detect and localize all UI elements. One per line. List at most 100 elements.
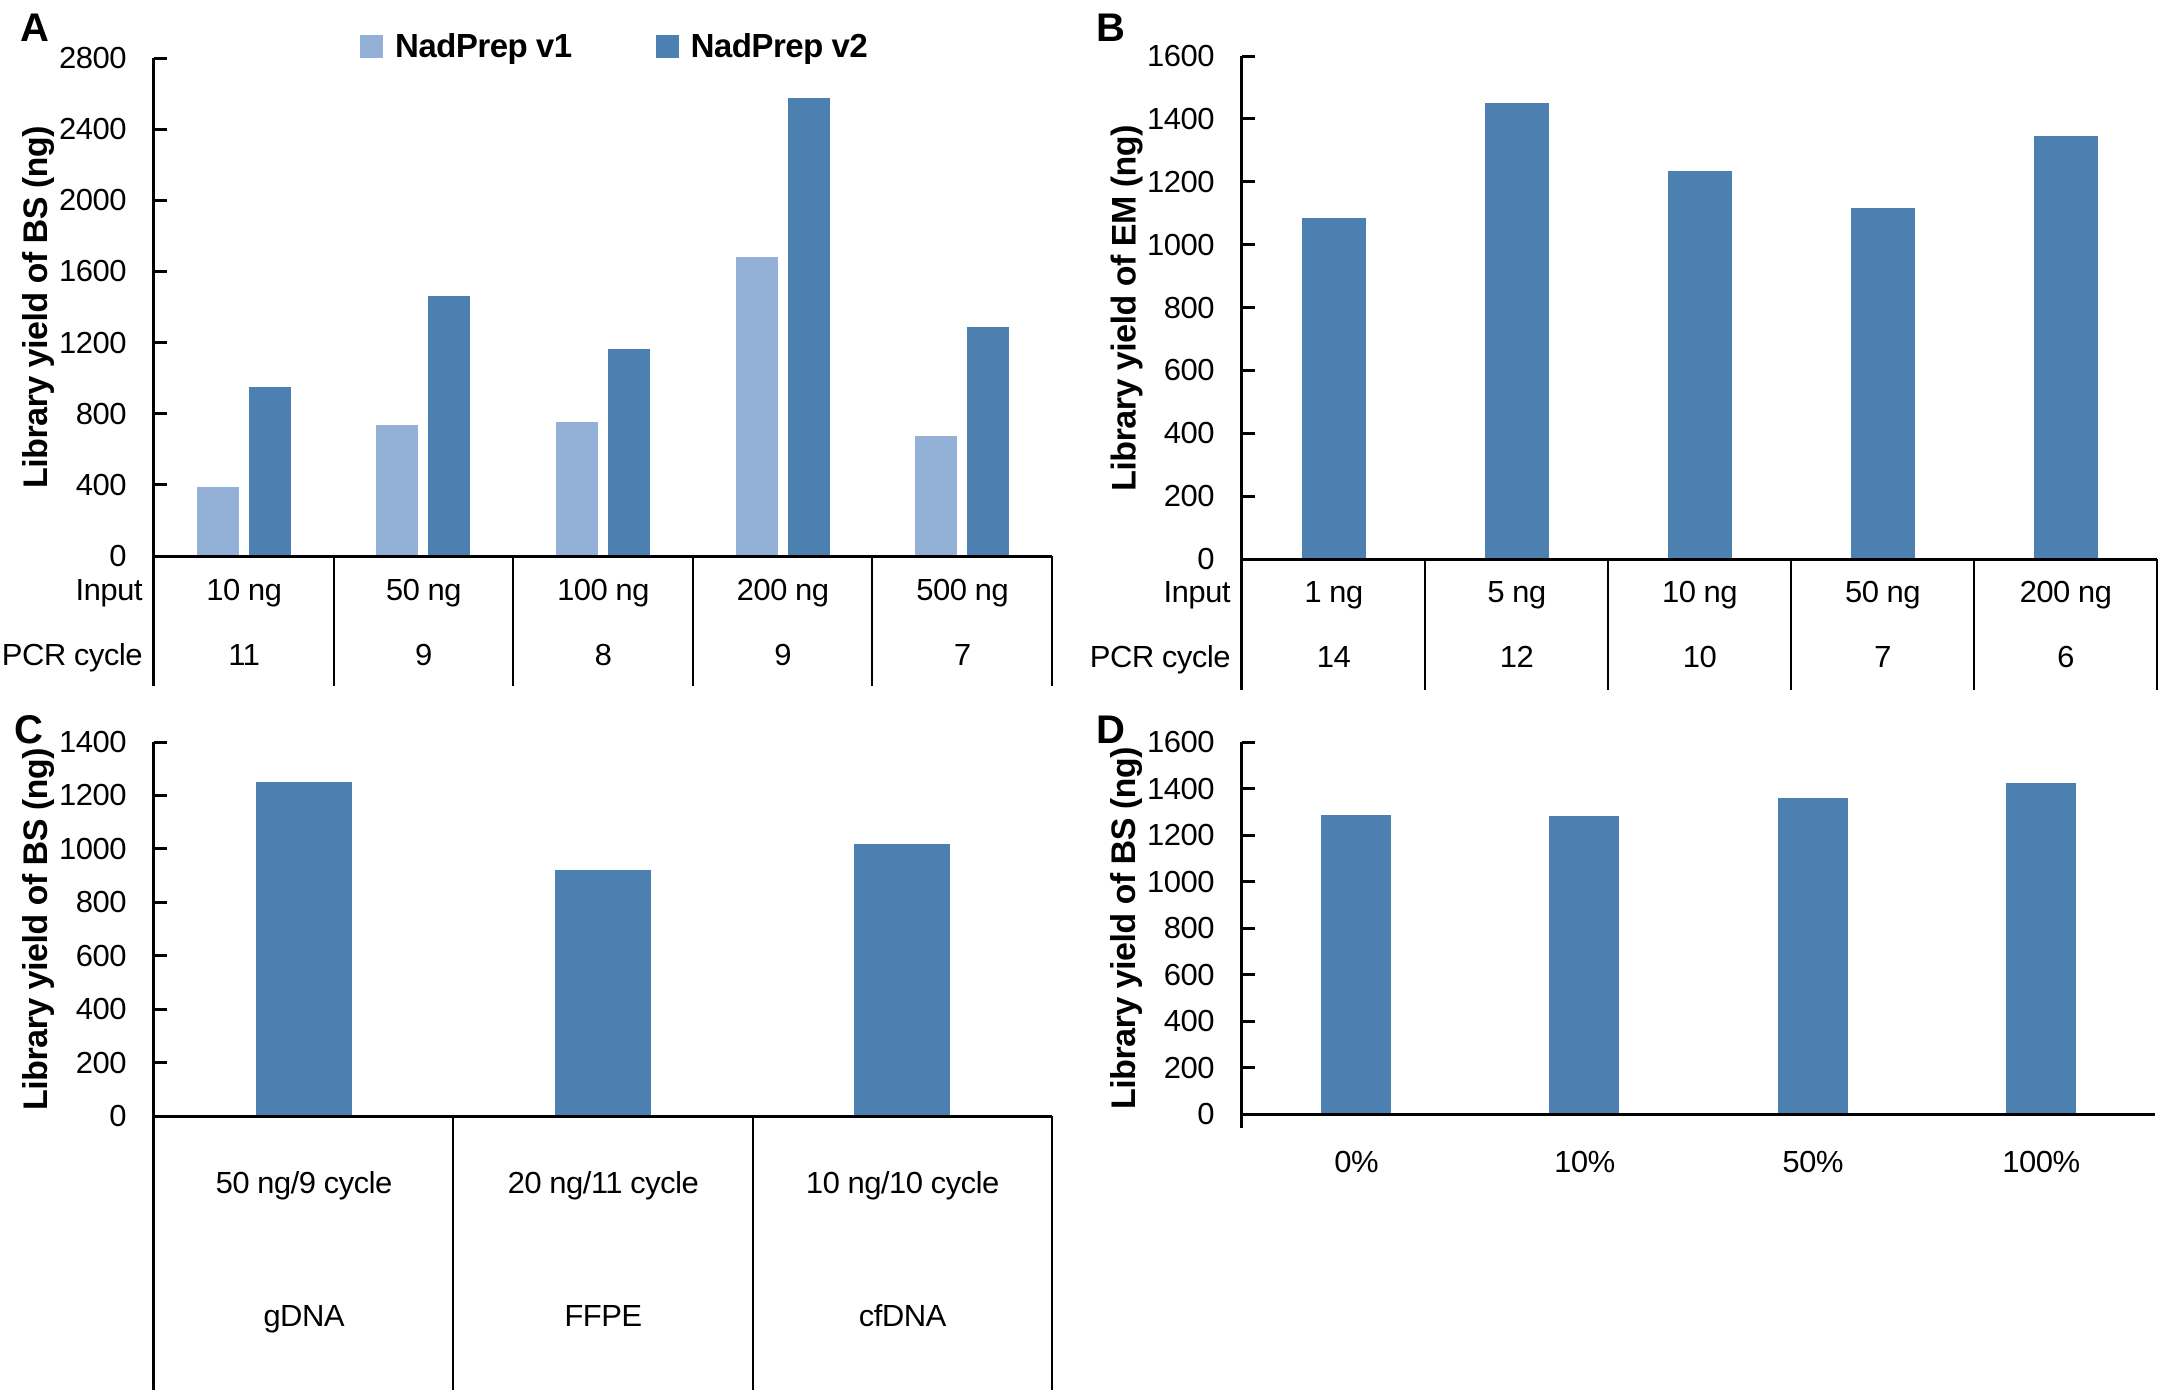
panel-A-y-tick [154, 198, 167, 202]
panel-A-table-cell: 500 ng [916, 572, 1009, 607]
panel-A-table-cell: 200 ng [736, 572, 829, 607]
panel-B-y-tick-label: 0 [1197, 541, 1214, 576]
panel-B-y-tick-label: 1000 [1147, 226, 1214, 262]
panel-A-y-tick [154, 269, 167, 273]
panel-C-table-cell: FFPE [564, 1298, 642, 1333]
legend-label-nadprep-v2: NadPrep v2 [690, 27, 868, 64]
panel-A-table-cell: 9 [415, 637, 432, 672]
legend-swatch-nadprep-v1 [360, 34, 383, 58]
panel-A-y-tick [154, 127, 167, 131]
panel-d-letter: D [1096, 708, 1125, 752]
bar-B-4-series-1 [1850, 208, 1915, 559]
panel-C-y-tick-label: 1400 [59, 724, 126, 759]
panel-D-y-tick [1242, 787, 1255, 790]
bar-D-3-series-1 [1777, 797, 1848, 1114]
panel-A-table-divider [512, 556, 515, 686]
panel-C-y-tick-label: 800 [75, 884, 127, 920]
bar-A-4-series-2 [787, 98, 830, 556]
panel-B-table-divider [2156, 559, 2158, 690]
panel-D-y-tick [1242, 880, 1255, 883]
bar-B-1-series-1 [1301, 217, 1366, 559]
panel-C-table-cell: cfDNA [858, 1298, 947, 1333]
panel-A-y-tick-label: 2800 [59, 40, 126, 75]
bar-B-2-series-1 [1484, 103, 1549, 559]
legend-swatch-nadprep-v2 [655, 34, 679, 58]
panel-B-table-divider [1973, 559, 1975, 690]
bar-C-1-series-1 [255, 782, 352, 1116]
panel-A-y-tick [154, 412, 167, 416]
panel-C-y-axis-line [152, 742, 155, 1390]
panel-B-y-tick [1242, 243, 1255, 247]
panel-B-y-tick [1242, 368, 1255, 372]
panel-C-y-tick-label: 600 [75, 937, 127, 973]
panel-B-table-cell: 5 ng [1487, 574, 1546, 609]
panel-A-y-axis-line [152, 58, 155, 686]
panel-C-table-divider [751, 1116, 754, 1390]
panel-B-table-divider [1790, 559, 1792, 690]
panel-A-table-divider [871, 556, 874, 686]
panel-A-table-divider [1051, 556, 1053, 686]
panel-A-table-cell: 10 ng [206, 572, 282, 607]
panel-C-table-cell: 20 ng/11 cycle [507, 1165, 699, 1200]
panel-A-table-cell: 7 [953, 637, 971, 672]
bar-A-3-series-2 [608, 348, 650, 556]
panel-B-row-label: PCR cycle [1089, 639, 1231, 674]
panel-A-y-tick [154, 341, 167, 345]
panel-D-y-tick-label: 1200 [1147, 817, 1214, 852]
panel-C-y-tick [154, 740, 167, 744]
panel-B-row-label: Input [1163, 574, 1231, 609]
panel-D-y-tick-label: 800 [1163, 910, 1215, 945]
panel-D-y-tick [1242, 1019, 1255, 1023]
bar-C-3-series-1 [854, 843, 951, 1116]
panel-C-y-tick [154, 847, 167, 851]
panel-D-y-tick-label: 1000 [1147, 863, 1214, 899]
panel-B-table-cell: 7 [1874, 639, 1891, 674]
panel-B-y-tick-label: 1600 [1147, 38, 1214, 73]
panel-A-row-label: Input [75, 572, 143, 607]
panel-D-x-label: 50% [1782, 1144, 1843, 1179]
panel-C-table-divider [452, 1116, 455, 1390]
panel-A-table-cell: 11 [228, 637, 260, 672]
panel-D-y-tick-label: 0 [1197, 1096, 1214, 1131]
panel-B-y-tick-label: 400 [1163, 415, 1215, 451]
panel-B-y-axis-line [1240, 56, 1243, 690]
panel-A-y-tick-label: 2400 [59, 111, 126, 147]
panel-b-letter: B [1096, 6, 1125, 50]
panel-C-y-tick [154, 900, 167, 904]
panel-D-y-tick [1242, 973, 1255, 976]
panel-B-y-tick [1242, 494, 1255, 498]
panel-D-y-tick [1242, 833, 1255, 837]
panel-D-x-label: 10% [1554, 1144, 1615, 1179]
panel-A-y-tick-label: 400 [75, 466, 127, 502]
bar-B-5-series-1 [2033, 136, 2098, 559]
panel-B-table-cell: 12 [1499, 639, 1534, 674]
panel-B-table-cell: 6 [2057, 639, 2074, 674]
panel-B-y-tick-label: 1200 [1147, 163, 1214, 199]
bar-A-5-series-1 [915, 435, 958, 556]
panel-C-y-tick-label: 1000 [59, 830, 126, 866]
panel-B-y-tick-label: 1400 [1147, 100, 1214, 136]
bar-D-1-series-1 [1321, 815, 1392, 1114]
panel-D-y-tick [1242, 1066, 1255, 1069]
panel-B-y-tick-label: 200 [1163, 478, 1215, 514]
bar-A-2-series-2 [428, 296, 471, 556]
panel-A-y-tick-label: 0 [109, 538, 126, 573]
legend: NadPrep v1 NadPrep v2 [360, 26, 868, 66]
panel-A-y-tick-label: 2000 [59, 182, 126, 218]
panel-A-row-label: PCR cycle [1, 637, 143, 672]
bar-B-3-series-1 [1667, 170, 1732, 559]
panel-B-y-tick-label: 600 [1163, 352, 1215, 388]
panel-C-table-cell: 50 ng/9 cycle [215, 1165, 393, 1200]
panel-D-y-axis-line [1240, 742, 1243, 1128]
panel-D-y-tick-label: 400 [1163, 1003, 1215, 1038]
panel-C-table-divider [1051, 1116, 1053, 1390]
panel-D-y-tick-label: 1600 [1147, 724, 1214, 759]
panel-B-table-cell: 10 [1682, 639, 1717, 674]
panel-D-x-label: 100% [2002, 1144, 2080, 1179]
bar-A-1-series-2 [248, 387, 291, 556]
panel-C-y-tick [154, 793, 167, 797]
panel-A-y-tick-label: 1200 [59, 324, 126, 360]
panel-C-y-tick-label: 400 [75, 991, 127, 1027]
panel-D-y-tick [1242, 740, 1255, 744]
bar-D-4-series-1 [2005, 782, 2076, 1114]
